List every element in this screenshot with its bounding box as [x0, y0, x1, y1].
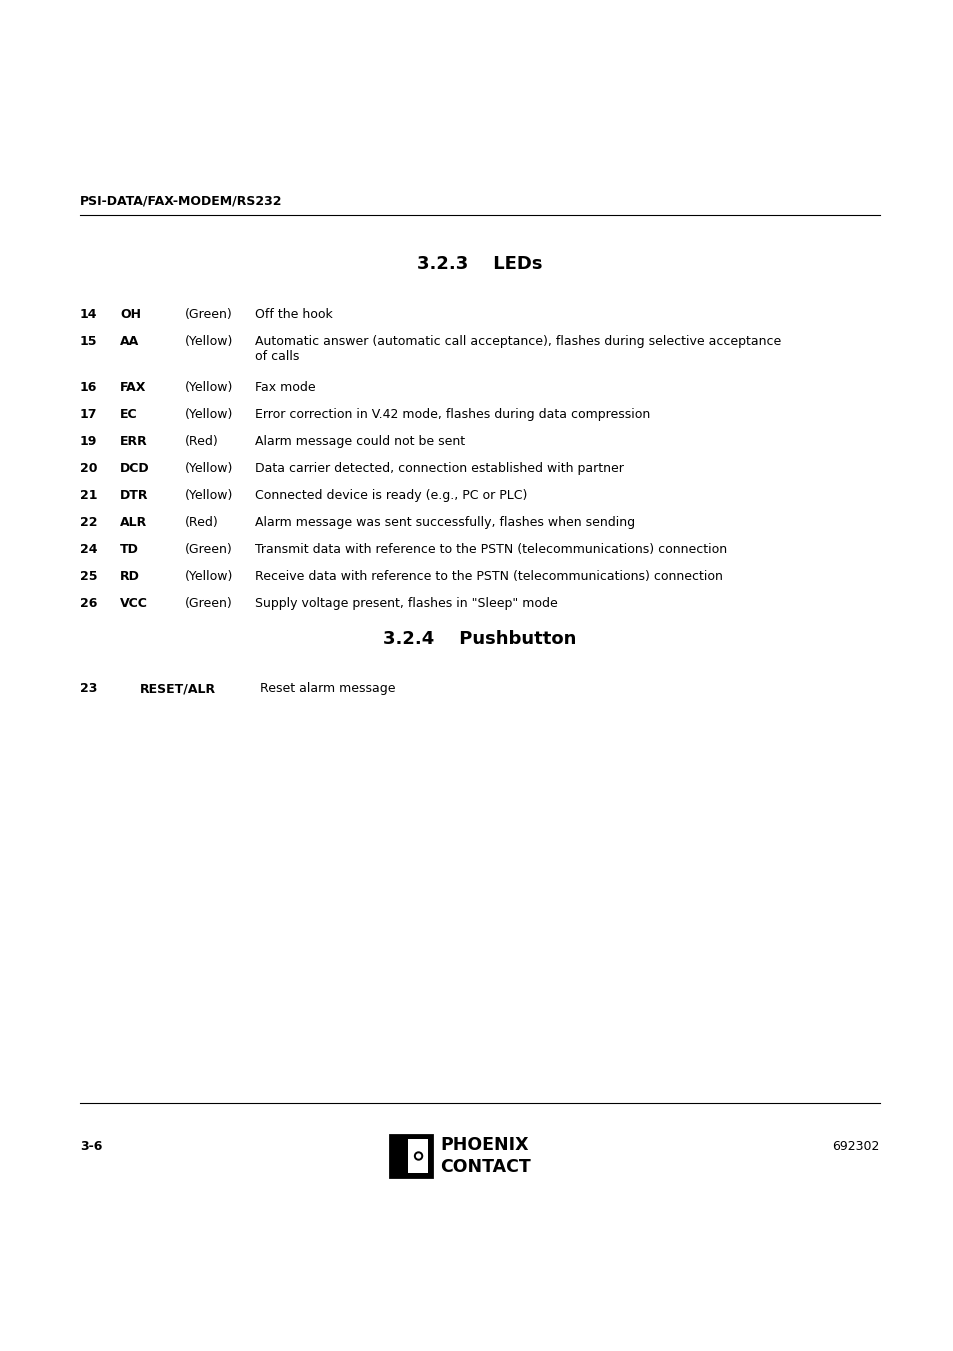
Text: of calls: of calls	[254, 350, 299, 363]
Text: Alarm message was sent successfully, flashes when sending: Alarm message was sent successfully, fla…	[254, 516, 635, 530]
Text: (Green): (Green)	[185, 597, 233, 611]
FancyBboxPatch shape	[394, 1139, 407, 1173]
Text: 15: 15	[80, 335, 97, 349]
Text: RESET/ALR: RESET/ALR	[140, 682, 216, 694]
Text: Automatic answer (automatic call acceptance), flashes during selective acceptanc: Automatic answer (automatic call accepta…	[254, 335, 781, 349]
Text: RD: RD	[120, 570, 140, 584]
Text: Data carrier detected, connection established with partner: Data carrier detected, connection establ…	[254, 462, 623, 476]
Text: 19: 19	[80, 435, 97, 449]
Text: (Yellow): (Yellow)	[185, 335, 233, 349]
FancyBboxPatch shape	[390, 1135, 432, 1177]
Text: 23: 23	[80, 682, 97, 694]
Text: 21: 21	[80, 489, 97, 503]
Circle shape	[415, 1152, 422, 1161]
Text: Connected device is ready (e.g., PC or PLC): Connected device is ready (e.g., PC or P…	[254, 489, 527, 503]
Text: PSI-DATA/FAX-MODEM/RS232: PSI-DATA/FAX-MODEM/RS232	[80, 195, 282, 208]
Text: 22: 22	[80, 516, 97, 530]
Text: (Green): (Green)	[185, 308, 233, 322]
Text: 14: 14	[80, 308, 97, 322]
Text: Transmit data with reference to the PSTN (telecommunications) connection: Transmit data with reference to the PSTN…	[254, 543, 726, 557]
Text: 3.2.4    Pushbutton: 3.2.4 Pushbutton	[383, 630, 576, 648]
Text: ALR: ALR	[120, 516, 147, 530]
Text: Fax mode: Fax mode	[254, 381, 315, 394]
Text: ERR: ERR	[120, 435, 148, 449]
Circle shape	[416, 1154, 420, 1158]
Text: 16: 16	[80, 381, 97, 394]
Text: Reset alarm message: Reset alarm message	[260, 682, 395, 694]
Text: 25: 25	[80, 570, 97, 584]
Text: (Yellow): (Yellow)	[185, 408, 233, 422]
Text: (Yellow): (Yellow)	[185, 381, 233, 394]
Text: FAX: FAX	[120, 381, 146, 394]
Text: TD: TD	[120, 543, 139, 557]
Text: 3-6: 3-6	[80, 1140, 102, 1152]
Text: 24: 24	[80, 543, 97, 557]
Text: Off the hook: Off the hook	[254, 308, 333, 322]
Text: 17: 17	[80, 408, 97, 422]
Text: 3.2.3    LEDs: 3.2.3 LEDs	[416, 255, 542, 273]
Text: (Red): (Red)	[185, 435, 218, 449]
Text: Supply voltage present, flashes in "Sleep" mode: Supply voltage present, flashes in "Slee…	[254, 597, 558, 611]
Text: OH: OH	[120, 308, 141, 322]
Text: Error correction in V.42 mode, flashes during data compression: Error correction in V.42 mode, flashes d…	[254, 408, 650, 422]
Text: (Yellow): (Yellow)	[185, 570, 233, 584]
Text: VCC: VCC	[120, 597, 148, 611]
Text: CONTACT: CONTACT	[439, 1158, 530, 1175]
Text: Alarm message could not be sent: Alarm message could not be sent	[254, 435, 465, 449]
Text: (Red): (Red)	[185, 516, 218, 530]
Text: 20: 20	[80, 462, 97, 476]
Text: PHOENIX: PHOENIX	[439, 1136, 528, 1155]
Text: 692302: 692302	[832, 1140, 879, 1152]
Text: DCD: DCD	[120, 462, 150, 476]
FancyBboxPatch shape	[394, 1139, 428, 1173]
Text: Receive data with reference to the PSTN (telecommunications) connection: Receive data with reference to the PSTN …	[254, 570, 722, 584]
Text: 26: 26	[80, 597, 97, 611]
Text: DTR: DTR	[120, 489, 149, 503]
Text: (Yellow): (Yellow)	[185, 462, 233, 476]
Text: EC: EC	[120, 408, 137, 422]
Text: AA: AA	[120, 335, 139, 349]
Text: (Yellow): (Yellow)	[185, 489, 233, 503]
Text: (Green): (Green)	[185, 543, 233, 557]
